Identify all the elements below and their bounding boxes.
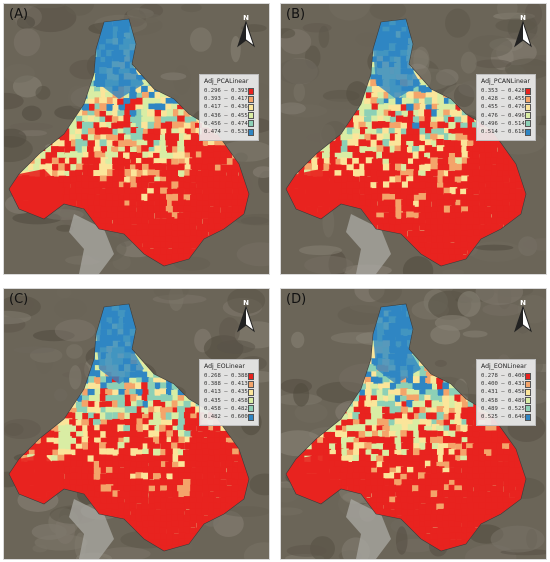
- legend-swatch: [247, 372, 254, 380]
- legend-entry: 0.525 – 0.646: [481, 413, 531, 421]
- legend-swatch: [247, 413, 254, 421]
- legend-entry: 0.388 – 0.413: [204, 380, 254, 388]
- legend-entry: 0.393 – 0.417: [204, 95, 254, 103]
- legend-swatch: [247, 128, 254, 136]
- panel-label: (C): [9, 292, 29, 307]
- legend-range: 0.496 – 0.514: [481, 120, 525, 127]
- legend-range: 0.455 – 0.476: [481, 104, 525, 111]
- map-canvas: [281, 4, 546, 274]
- map-panel-c: (C) N Adj_EOLinear 0.268 – 0.388 0.388 – 0.4…: [3, 288, 270, 560]
- map-canvas: [4, 4, 269, 274]
- legend-swatch: [524, 372, 531, 380]
- legend-swatch: [524, 388, 531, 396]
- legend-entry: 0.489 – 0.525: [481, 405, 531, 413]
- legend-entry: 0.458 – 0.489: [481, 397, 531, 405]
- legend-range: 0.388 – 0.413: [204, 381, 248, 388]
- legend-entry: 0.496 – 0.514: [481, 120, 531, 128]
- legend-entry: 0.353 – 0.428: [481, 87, 531, 95]
- legend-range: 0.489 – 0.525: [481, 405, 525, 412]
- legend-swatch: [524, 112, 531, 120]
- legend-swatch: [524, 380, 531, 388]
- legend-entry: 0.413 – 0.435: [204, 388, 254, 396]
- legend: Adj_EONLinear 0.278 – 0.400 0.400 – 0.431 0…: [476, 359, 536, 427]
- legend-range: 0.436 – 0.455: [204, 112, 248, 119]
- north-letter: N: [520, 299, 526, 307]
- legend-swatch: [247, 95, 254, 103]
- legend-swatch: [524, 413, 531, 421]
- legend-range: 0.458 – 0.489: [481, 397, 525, 404]
- legend-entry: 0.431 – 0.458: [481, 388, 531, 396]
- map-panel-b: (B) N Adj_PCANLinear 0.353 – 0.428 0.428 – 0…: [280, 3, 547, 275]
- legend-swatch: [247, 120, 254, 128]
- legend-range: 0.476 – 0.496: [481, 112, 525, 119]
- legend-swatch: [247, 380, 254, 388]
- legend-range: 0.278 – 0.400: [481, 373, 525, 380]
- legend-entry: 0.296 – 0.393: [204, 87, 254, 95]
- map-canvas: [4, 289, 269, 559]
- legend-swatch: [524, 397, 531, 405]
- panel-label: (A): [9, 7, 29, 22]
- legend-entry: 0.400 – 0.431: [481, 380, 531, 388]
- legend-swatch: [247, 405, 254, 413]
- legend-title: Adj_EOLinear: [204, 363, 245, 370]
- legend-entry: 0.436 – 0.455: [204, 112, 254, 120]
- legend-range: 0.458 – 0.482: [204, 405, 248, 412]
- legend-swatch: [524, 87, 531, 95]
- legend-range: 0.435 – 0.458: [204, 397, 248, 404]
- legend-swatch: [247, 112, 254, 120]
- north-arrow-icon: N: [510, 299, 536, 335]
- legend-range: 0.393 – 0.417: [204, 96, 248, 103]
- north-arrow-icon: N: [233, 14, 259, 50]
- legend-entry: 0.455 – 0.476: [481, 103, 531, 111]
- legend-range: 0.525 – 0.646: [481, 414, 525, 421]
- legend-swatch: [524, 103, 531, 111]
- legend-swatch: [247, 103, 254, 111]
- legend-entry: 0.458 – 0.482: [204, 405, 254, 413]
- legend-swatch: [247, 87, 254, 95]
- legend-range: 0.268 – 0.388: [204, 373, 248, 380]
- legend-swatch: [247, 397, 254, 405]
- north-letter: N: [243, 14, 249, 22]
- legend-title: Adj_EONLinear: [481, 363, 527, 370]
- legend-range: 0.417 – 0.436: [204, 104, 248, 111]
- north-letter: N: [520, 14, 526, 22]
- legend-title: Adj_PCALinear: [204, 78, 249, 85]
- legend-swatch: [524, 95, 531, 103]
- legend-range: 0.482 – 0.600: [204, 414, 248, 421]
- panel-label: (D): [286, 292, 307, 307]
- legend-swatch: [524, 405, 531, 413]
- legend-entry: 0.474 – 0.533: [204, 128, 254, 136]
- legend-entry: 0.428 – 0.455: [481, 95, 531, 103]
- map-panel-a: (A) N Adj_PCALinear 0.296 – 0.393 0.393 – 0.…: [3, 3, 270, 275]
- legend-range: 0.456 – 0.474: [204, 120, 248, 127]
- legend-range: 0.353 – 0.428: [481, 88, 525, 95]
- legend-entry: 0.456 – 0.474: [204, 120, 254, 128]
- legend-range: 0.474 – 0.533: [204, 129, 248, 136]
- legend-range: 0.428 – 0.455: [481, 96, 525, 103]
- north-letter: N: [243, 299, 249, 307]
- legend: Adj_PCANLinear 0.353 – 0.428 0.428 – 0.455…: [476, 74, 536, 142]
- legend-entry: 0.514 – 0.618: [481, 128, 531, 136]
- legend-range: 0.296 – 0.393: [204, 88, 248, 95]
- north-arrow-icon: N: [510, 14, 536, 50]
- legend-entry: 0.482 – 0.600: [204, 413, 254, 421]
- legend-entry: 0.417 – 0.436: [204, 103, 254, 111]
- legend: Adj_EOLinear 0.268 – 0.388 0.388 – 0.413 0.…: [199, 359, 259, 427]
- legend-range: 0.431 – 0.458: [481, 389, 525, 396]
- legend-range: 0.413 – 0.435: [204, 389, 248, 396]
- north-arrow-icon: N: [233, 299, 259, 335]
- legend-title: Adj_PCANLinear: [481, 78, 531, 85]
- panel-label: (B): [286, 7, 306, 22]
- legend-swatch: [247, 388, 254, 396]
- legend-swatch: [524, 120, 531, 128]
- legend-entry: 0.476 – 0.496: [481, 112, 531, 120]
- legend-range: 0.400 – 0.431: [481, 381, 525, 388]
- legend-entry: 0.268 – 0.388: [204, 372, 254, 380]
- legend-range: 0.514 – 0.618: [481, 129, 525, 136]
- legend-entry: 0.278 – 0.400: [481, 372, 531, 380]
- legend-entry: 0.435 – 0.458: [204, 397, 254, 405]
- map-panel-d: (D) N Adj_EONLinear 0.278 – 0.400 0.400 – 0.…: [280, 288, 547, 560]
- legend: Adj_PCALinear 0.296 – 0.393 0.393 – 0.417 0…: [199, 74, 259, 142]
- legend-swatch: [524, 128, 531, 136]
